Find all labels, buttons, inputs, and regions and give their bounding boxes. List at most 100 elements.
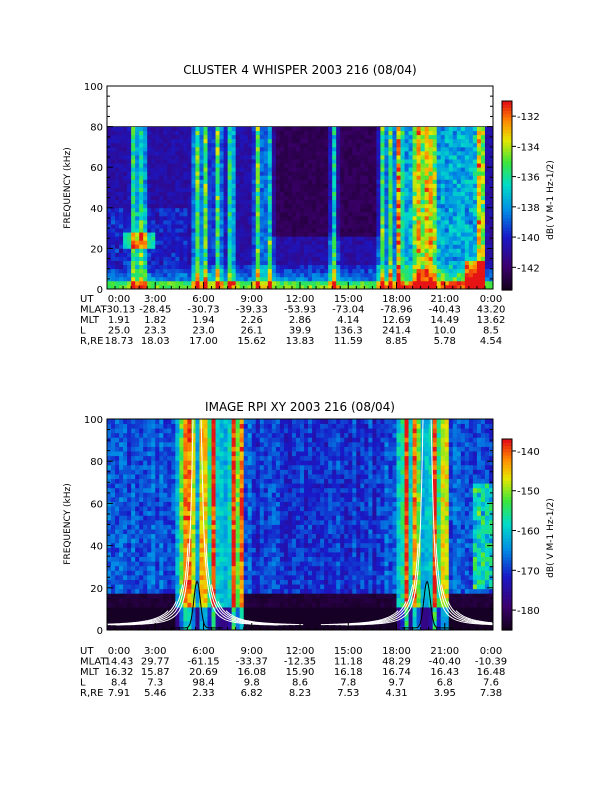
panel-2-cell (139, 464, 144, 470)
panel-2-cell (111, 432, 116, 438)
panel-1-table-cell: 12:00 (286, 294, 315, 305)
panel-2-cell (147, 515, 152, 521)
panel-1-cell (291, 252, 297, 257)
panel-1-cell (215, 252, 220, 257)
panel-1-cell (332, 171, 337, 176)
panel-2-cell (179, 446, 184, 452)
panel-2-cell (167, 552, 172, 558)
panel-1-cell (416, 260, 422, 266)
panel-1-cell (175, 138, 180, 144)
panel-1-cell (408, 163, 413, 168)
panel-1-cell (195, 130, 200, 136)
panel-2-cell (143, 538, 148, 544)
panel-1-cell (147, 207, 152, 213)
panel-1-cell (472, 252, 478, 257)
panel-1-cell (171, 236, 176, 241)
panel-1-cell (412, 179, 417, 184)
panel-1-cell (408, 248, 413, 253)
panel-1-cell (392, 280, 397, 286)
panel-1-table-row-label: L (80, 326, 86, 337)
panel-1-cell (384, 244, 389, 249)
panel-2-cell (167, 423, 172, 429)
panel-1-cell (440, 215, 446, 221)
panel-1-cell (444, 264, 450, 270)
panel-1-cell (167, 207, 172, 213)
panel-1-cell (147, 155, 152, 160)
panel-1-colorbar-swatch (502, 239, 512, 244)
panel-1-cell (195, 256, 200, 261)
panel-1-cell (295, 207, 301, 213)
panel-1-cell (159, 167, 164, 172)
panel-1-cell (291, 175, 297, 180)
panel-1-cell (275, 195, 281, 201)
panel-1-cell (135, 183, 140, 188)
panel-1-cell (464, 260, 470, 266)
panel-1-cell (324, 211, 329, 217)
panel-1-cell (243, 211, 249, 217)
panel-1-cell (123, 284, 128, 290)
panel-1-cell (352, 280, 357, 286)
panel-1-cell (183, 207, 188, 213)
panel-1-cell (372, 150, 377, 156)
panel-1-cell (408, 228, 413, 233)
panel-2-cell (151, 588, 156, 594)
panel-1-cell (376, 207, 381, 213)
panel-1-cell (472, 244, 478, 249)
panel-1-cell (115, 146, 120, 152)
panel-1-cell (251, 179, 257, 184)
panel-2-cell (183, 533, 188, 539)
panel-1-cell (304, 211, 309, 217)
panel-1-cell (267, 167, 273, 172)
panel-2-cell (179, 510, 184, 516)
panel-1-cell (235, 138, 241, 144)
panel-1-cell (243, 130, 249, 136)
panel-2-cell (167, 506, 172, 512)
panel-1-cell (151, 203, 156, 209)
panel-1-cell (139, 268, 144, 274)
panel-1-cell (360, 240, 365, 245)
panel-2-cell (147, 616, 152, 622)
panel-1-table-cell: -30.13 (103, 305, 135, 316)
panel-1-cell (312, 240, 317, 245)
panel-1-cell (175, 195, 180, 201)
panel-1-cell (472, 130, 478, 136)
panel-1-cell (135, 207, 140, 213)
panel-1-cell (187, 134, 192, 140)
panel-1-cell (488, 171, 494, 176)
panel-1-cell (488, 183, 494, 188)
panel-1-cell (388, 167, 393, 172)
panel-1-cell (219, 175, 224, 180)
panel-1-cell (372, 142, 377, 148)
panel-1-cell (456, 203, 462, 209)
panel-2-cell (131, 597, 136, 603)
panel-1-cell (255, 244, 261, 249)
panel-1-cell (420, 284, 426, 290)
panel-1-cell (171, 179, 176, 184)
panel-1-cell (175, 207, 180, 213)
panel-1-cell (436, 256, 442, 261)
panel-1-cell (432, 163, 438, 168)
panel-1-cell (460, 138, 466, 144)
panel-2-cell (135, 616, 140, 622)
panel-2-cell (179, 620, 184, 626)
panel-1-cell (283, 260, 289, 266)
panel-1-cell (171, 150, 176, 156)
panel-1-cell (111, 264, 116, 270)
panel-1-cell (412, 195, 417, 201)
panel-2-cell (155, 602, 160, 608)
panel-1-cell (171, 219, 176, 225)
panel-1-cell (147, 203, 152, 209)
panel-1-cell (304, 187, 309, 192)
panel-1-cell (191, 236, 196, 241)
panel-1-cell (231, 248, 237, 253)
panel-2-cell (123, 506, 128, 512)
panel-2-cell (175, 611, 180, 617)
panel-2-cell (119, 616, 124, 622)
panel-1-cell (187, 224, 192, 229)
panel-1-cell (139, 276, 144, 282)
panel-1-colorbar-swatch (502, 101, 512, 105)
panel-1-cell (396, 167, 401, 172)
panel-1-cell (444, 203, 450, 209)
panel-1-cell (171, 272, 176, 278)
panel-1-cell (348, 130, 353, 136)
